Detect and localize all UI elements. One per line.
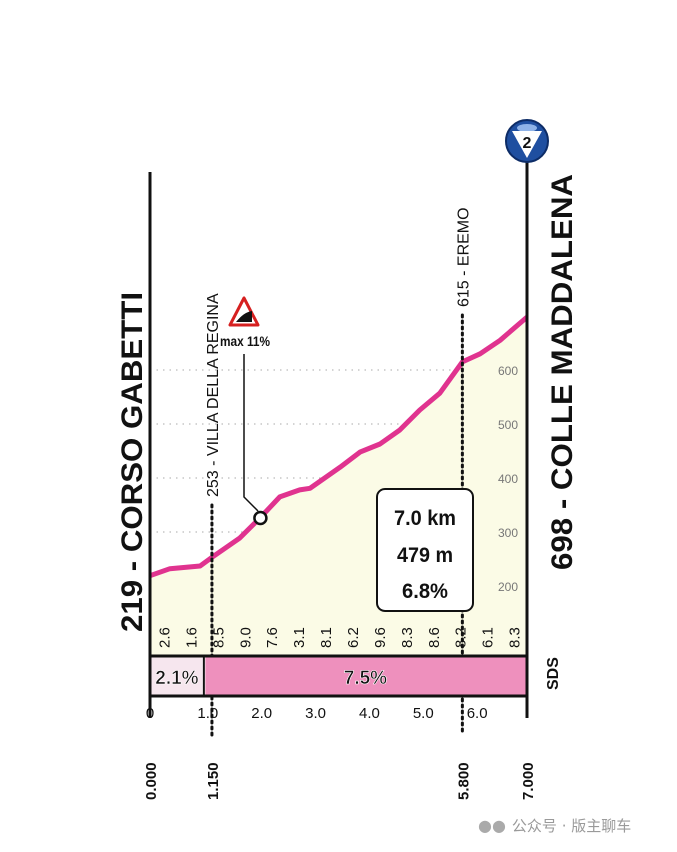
segment-gradient-label: 9.0 [237, 627, 254, 648]
summary-gain: 479 m [397, 544, 453, 567]
sector-bar [205, 657, 526, 695]
segment-gradient-label: 8.2 [453, 627, 470, 648]
y-tick-label: 300 [498, 526, 518, 540]
segment-gradient-label: 7.6 [264, 627, 281, 648]
summary-avg-gradient: 6.8% [402, 580, 448, 603]
max-gradient-marker: max 11% [220, 296, 270, 526]
segment-gradient-label: 6.1 [480, 627, 497, 648]
segment-gradient-label: 3.1 [291, 627, 308, 648]
sponsor-logo: SDS [545, 657, 562, 690]
segment-gradient-label: 6.2 [345, 627, 362, 648]
waypoint-label: 253 - VILLA DELLA REGINA [205, 293, 222, 497]
waypoint-km-label: 5.800 [455, 762, 472, 800]
summary-box: 7.0 km 479 m 6.8% [376, 488, 474, 612]
sector-gradient-label: 7.5% [344, 668, 387, 689]
start-label: 219 - CORSO GABETTI [116, 292, 149, 632]
x-tick-label: 4.0 [359, 705, 380, 722]
x-tick-label: 5.0 [413, 705, 434, 722]
waypoint-label: 615 - EREMO [455, 207, 472, 307]
wechat-icon: ●● [478, 816, 506, 835]
waypoint-km-label: 1.150 [205, 762, 222, 800]
category-number: 2 [523, 135, 532, 152]
x-tick-label: 2.0 [251, 705, 272, 722]
segment-gradient-label: 9.6 [372, 627, 389, 648]
segment-gradient-label: 1.6 [183, 627, 200, 648]
segment-gradient-label: 8.1 [318, 627, 335, 648]
watermark: ●● 公众号 · 版主聊车 [478, 815, 631, 836]
y-tick-label: 200 [498, 580, 518, 594]
end-km-label: 0.000 [143, 762, 160, 800]
y-tick-label: 600 [498, 364, 518, 378]
y-tick-label: 500 [498, 418, 518, 432]
summary-distance: 7.0 km [394, 507, 456, 530]
segment-gradient-label: 8.3 [507, 627, 524, 648]
segment-gradient-label: 8.5 [210, 627, 227, 648]
segment-gradient-label: 8.3 [399, 627, 416, 648]
triangle-icon [512, 131, 542, 158]
max-gradient-point [253, 510, 268, 526]
watermark-text: 公众号 · 版主聊车 [511, 817, 632, 835]
end-km-label: 7.000 [520, 762, 537, 800]
segment-gradient-label: 2.6 [156, 627, 173, 648]
category-badge: 2 [505, 119, 549, 163]
x-tick-label: 6.0 [467, 705, 488, 722]
sector-bar [151, 657, 203, 695]
max-gradient-label: max 11% [220, 333, 270, 349]
y-tick-label: 400 [498, 472, 518, 486]
x-tick-label: 3.0 [305, 705, 326, 722]
x-tick-label: 1.0 [197, 705, 218, 722]
finish-label: 698 - COLLE MADDALENA [546, 174, 579, 570]
sector-gradient-label: 2.1% [155, 668, 198, 689]
segment-gradient-label: 8.6 [426, 627, 443, 648]
